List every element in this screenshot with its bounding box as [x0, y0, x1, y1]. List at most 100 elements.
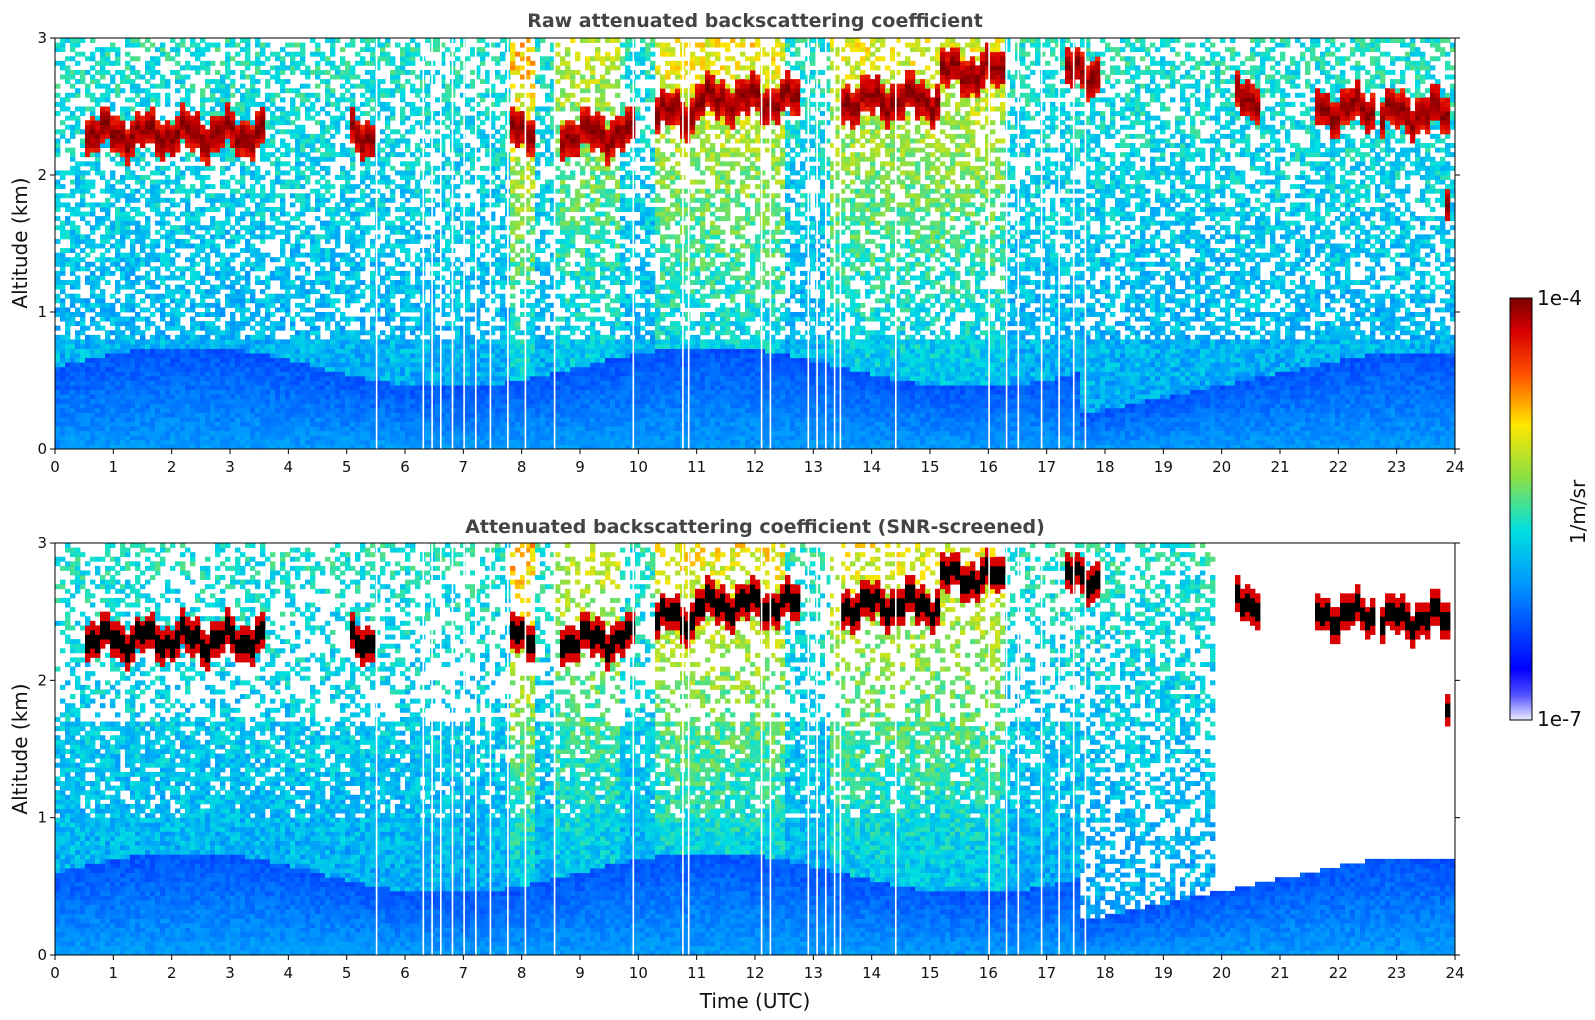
heatmap-cell: [370, 188, 376, 194]
heatmap-cell: [285, 430, 291, 436]
heatmap-cell: [150, 152, 156, 158]
heatmap-cell: [185, 152, 191, 158]
heatmap-cell: [330, 366, 336, 372]
heatmap-cell: [230, 211, 236, 217]
heatmap-cell: [380, 371, 386, 377]
heatmap-cell: [390, 79, 396, 85]
heatmap-cell: [240, 430, 246, 436]
heatmap-cell: [90, 243, 96, 249]
heatmap-cell: [115, 115, 121, 121]
heatmap-cell: [345, 353, 351, 359]
heatmap-cell: [385, 179, 391, 185]
heatmap-cell: [160, 220, 166, 226]
heatmap-cell: [220, 417, 226, 422]
heatmap-cell: [240, 353, 246, 359]
heatmap-cell: [415, 348, 421, 354]
heatmap-cell: [270, 298, 276, 304]
heatmap-cell: [175, 129, 181, 135]
heatmap-cell: [85, 389, 91, 395]
heatmap-cell: [345, 339, 351, 345]
heatmap-cell: [360, 124, 366, 130]
heatmap-cell: [135, 330, 141, 336]
heatmap-cell: [130, 371, 136, 377]
heatmap-cell: [70, 257, 76, 263]
heatmap-cell: [205, 97, 211, 103]
heatmap-cell: [180, 225, 186, 231]
heatmap-cell: [245, 120, 251, 126]
heatmap-cell: [280, 348, 286, 354]
heatmap-cell: [185, 398, 191, 404]
heatmap-cell: [410, 165, 416, 171]
heatmap-cell: [390, 289, 396, 295]
heatmap-cell: [145, 115, 151, 121]
heatmap-cell: [80, 394, 86, 400]
heatmap-cell: [110, 426, 116, 432]
heatmap-cell: [110, 435, 116, 441]
heatmap-cell: [70, 234, 76, 240]
heatmap-cell: [335, 252, 341, 258]
heatmap-cell: [235, 348, 241, 354]
heatmap-cell: [245, 417, 251, 422]
heatmap-cell: [115, 371, 121, 377]
heatmap-cell: [235, 275, 241, 281]
heatmap-cell: [280, 426, 286, 432]
heatmap-cell: [60, 266, 66, 272]
heatmap-cell: [190, 220, 196, 226]
heatmap-cell: [70, 225, 76, 231]
heatmap-cell: [60, 343, 66, 349]
heatmap-cell: [285, 270, 291, 276]
heatmap-cell: [425, 248, 431, 254]
heatmap-cell: [260, 229, 266, 235]
heatmap-cell: [405, 325, 411, 331]
heatmap-cell: [285, 179, 291, 185]
heatmap-cell: [330, 92, 336, 98]
heatmap-cell: [230, 120, 236, 126]
heatmap-cell: [330, 143, 336, 148]
heatmap-cell: [330, 334, 336, 340]
heatmap-cell: [445, 412, 451, 418]
heatmap-cell: [400, 60, 406, 66]
heatmap-cell: [195, 389, 201, 395]
heatmap-cell: [110, 193, 116, 199]
heatmap-cell: [155, 60, 161, 66]
heatmap-cell: [390, 179, 396, 185]
heatmap-cell: [75, 161, 81, 167]
heatmap-cell: [280, 444, 286, 449]
heatmap-cell: [290, 280, 296, 285]
heatmap-cell: [330, 152, 336, 158]
heatmap-cell: [80, 129, 86, 135]
heatmap-cell: [205, 175, 211, 180]
heatmap-cell: [240, 92, 246, 98]
heatmap-cell: [75, 225, 81, 231]
heatmap-cell: [410, 152, 416, 158]
heatmap-cell: [200, 257, 206, 263]
heatmap-cell: [115, 248, 121, 254]
heatmap-cell: [170, 147, 176, 153]
heatmap-cell: [415, 234, 421, 240]
heatmap-cell: [150, 170, 156, 176]
heatmap-cell: [265, 380, 271, 386]
heatmap-cell: [265, 193, 271, 199]
heatmap-cell: [390, 343, 396, 349]
heatmap-cell: [150, 357, 156, 363]
heatmap-cell: [385, 161, 391, 167]
heatmap-cell: [325, 348, 331, 354]
heatmap-cell: [110, 362, 116, 368]
heatmap-cell: [125, 184, 131, 190]
heatmap-cell: [355, 206, 361, 212]
heatmap-cell: [205, 380, 211, 386]
heatmap-cell: [360, 261, 366, 267]
heatmap-cell: [175, 88, 181, 94]
heatmap-cell: [170, 197, 176, 203]
heatmap-cell: [90, 362, 96, 368]
heatmap-cell: [215, 330, 221, 336]
heatmap-cell: [355, 261, 361, 267]
heatmap-cell: [440, 188, 446, 194]
heatmap-cell: [135, 69, 141, 75]
heatmap-cell: [325, 321, 331, 327]
heatmap-cell: [435, 42, 441, 48]
heatmap-cell: [175, 225, 181, 231]
heatmap-cell: [390, 280, 396, 285]
heatmap-cell: [410, 307, 416, 313]
heatmap-cell: [320, 403, 326, 409]
